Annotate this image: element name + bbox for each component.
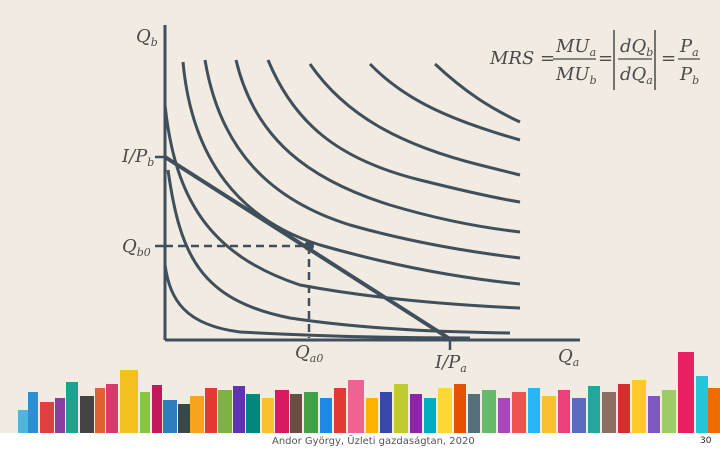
qb0-label: Qb0	[122, 236, 151, 259]
indifference-curve	[368, 62, 521, 142]
indifference-curve	[234, 59, 521, 234]
formula-den3: Pb	[679, 64, 699, 87]
formula-num1: MUa	[555, 36, 596, 59]
skyline-decoration	[18, 352, 720, 433]
formula-den2: dQa	[620, 64, 653, 87]
indifference-curve	[203, 59, 521, 260]
footer-bar	[0, 433, 720, 450]
indifference-curve	[163, 104, 521, 310]
x-axis-label: Qa	[558, 346, 579, 369]
income-a-label: I/Pa	[434, 352, 467, 375]
mrs-formula: MRS = MUa MUb = dQb dQa = Pa Pb	[489, 30, 700, 90]
indifference-curves	[163, 59, 521, 340]
optimum-guides	[165, 244, 311, 338]
indifference-curve	[433, 62, 521, 124]
optimum-point	[304, 241, 314, 251]
formula-lhs: MRS =	[489, 48, 555, 69]
formula-den1: MUb	[555, 64, 597, 87]
indifference-curve	[181, 61, 521, 286]
indifference-curve	[266, 59, 521, 204]
indifference-curve	[163, 264, 471, 340]
qa0-label: Qa0	[295, 342, 323, 365]
formula-eq1: =	[598, 48, 613, 69]
footer-author: Andor György, Üzleti gazdaságtan, 2020	[272, 436, 475, 447]
axes	[163, 25, 580, 342]
y-axis-label: Qb	[136, 26, 158, 49]
formula-eq2: =	[661, 48, 676, 69]
income-b-label: I/Pb	[121, 146, 154, 169]
indifference-curve	[166, 169, 511, 335]
formula-num3: Pa	[679, 36, 699, 59]
page-number: 30	[700, 436, 712, 446]
formula-num2: dQb	[620, 36, 653, 59]
indifference-curve	[308, 63, 521, 177]
